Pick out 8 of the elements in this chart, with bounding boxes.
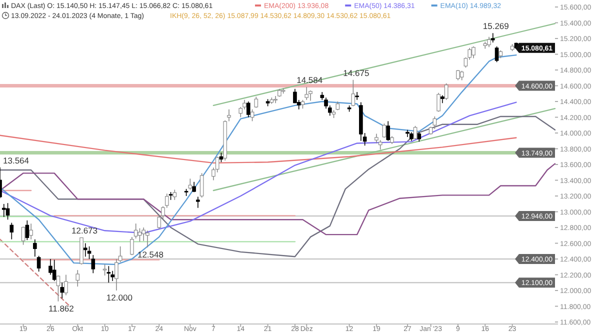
annotation: 12.673 (72, 226, 98, 236)
annotation: 15.269 (482, 21, 510, 32)
annotation: 14.675 (343, 68, 370, 78)
annotation: 12.000 (106, 292, 133, 302)
annotation: 13.564 (3, 155, 30, 166)
annotation: 11.862 (48, 303, 74, 314)
annotation: 14.584 (296, 75, 323, 86)
annotation: 12.548 (137, 249, 164, 260)
